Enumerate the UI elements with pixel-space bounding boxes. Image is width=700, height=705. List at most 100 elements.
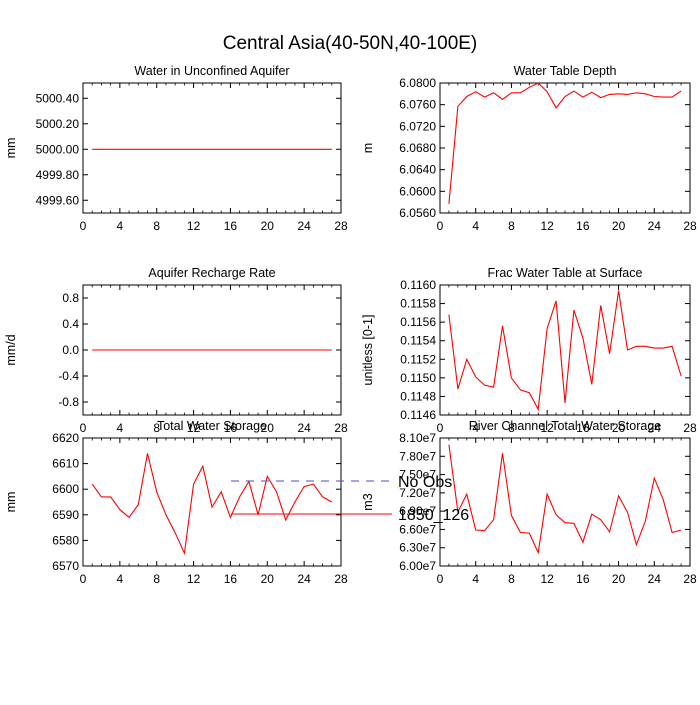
x-tick-label: 12: [540, 219, 554, 233]
y-tick-label: 0.0: [62, 343, 79, 357]
y-axis-label: mm/d: [4, 334, 18, 365]
x-tick-label: 12: [187, 421, 201, 435]
x-tick-label: 0: [80, 421, 87, 435]
x-tick-label: 16: [224, 572, 238, 586]
chart-title: Aquifer Recharge Rate: [148, 266, 275, 280]
x-tick-label: 24: [297, 572, 311, 586]
y-tick-label: 0.1158: [400, 297, 436, 311]
chart-title: Total Water Storage: [157, 419, 267, 433]
y-tick-label: -0.4: [58, 369, 79, 383]
y-tick-label: 0.1152: [400, 352, 436, 366]
x-tick-label: 12: [187, 219, 201, 233]
y-tick-label: 7.50e7: [399, 468, 436, 482]
y-tick-label: 6.0760: [399, 98, 436, 112]
x-tick-label: 8: [153, 421, 160, 435]
y-tick-label: 0.1160: [400, 278, 436, 292]
y-tick-label: 6620: [52, 431, 79, 445]
y-tick-label: 5000.20: [36, 117, 80, 131]
y-tick-label: 6.0600: [399, 184, 436, 198]
x-tick-label: 28: [683, 572, 697, 586]
y-tick-label: 6.0560: [399, 206, 436, 220]
x-tick-label: 20: [612, 219, 626, 233]
plot-frame: [82, 437, 342, 567]
legend: No Obs 1850_126: [231, 474, 469, 524]
y-tick-label: 5000.00: [36, 142, 80, 156]
x-tick-label: 0: [437, 421, 444, 435]
chart-panel-1: Water in Unconfined Aquifer mm 0 4 8 12 16 20 24…: [4, 64, 348, 233]
x-tick-label: 4: [472, 572, 479, 586]
x-tick-label: 24: [648, 421, 662, 435]
x-tick-label: 12: [540, 572, 554, 586]
series-line: [448, 82, 682, 204]
x-tick-label: 12: [187, 572, 201, 586]
y-tick-label: 6.60e7: [399, 522, 436, 536]
y-tick-label: 0.1146: [400, 408, 436, 422]
x-tick-label: 16: [224, 421, 238, 435]
x-tick-label: 8: [508, 219, 515, 233]
chart-panel-6: River Channel Total Water Storage m3 0 4 8 12…: [361, 419, 697, 586]
y-axis-label: mm: [4, 138, 18, 159]
y-tick-label: 8.10e7: [399, 431, 436, 445]
chart-title: Water Table Depth: [514, 64, 617, 78]
plot-frame: [439, 284, 691, 416]
x-tick-label: 4: [472, 421, 479, 435]
x-tick-label: 8: [508, 572, 515, 586]
chart-title: River Channel Total Water Storage: [469, 419, 662, 433]
legend-label: No Obs: [398, 474, 452, 491]
y-tick-label: 6590: [52, 508, 79, 522]
x-tick-label: 4: [117, 421, 124, 435]
x-tick-label: 16: [576, 572, 590, 586]
x-tick-label: 20: [261, 572, 275, 586]
x-tick-label: 0: [80, 572, 87, 586]
x-tick-label: 28: [683, 219, 697, 233]
x-tick-label: 12: [540, 421, 554, 435]
x-tick-label: 24: [297, 421, 311, 435]
series-line: [448, 290, 682, 412]
y-tick-label: 5000.40: [36, 91, 80, 105]
y-tick-label: -0.8: [58, 395, 79, 409]
x-tick-label: 16: [576, 421, 590, 435]
chart-panel-4: Frac Water Table at Surface unitless [0-1…: [361, 266, 697, 435]
x-tick-label: 4: [117, 572, 124, 586]
x-tick-label: 4: [472, 219, 479, 233]
y-tick-label: 0.1148: [400, 389, 436, 403]
y-tick-label: 4999.80: [36, 168, 80, 182]
x-tick-label: 20: [261, 421, 275, 435]
plot-frame: [439, 437, 691, 567]
y-tick-label: 0.4: [62, 317, 79, 331]
y-tick-label: 6600: [52, 482, 79, 496]
x-tick-label: 20: [261, 219, 275, 233]
page-title: Central Asia(40-50N,40-100E): [222, 33, 478, 54]
y-tick-label: 7.20e7: [399, 486, 436, 500]
x-tick-label: 28: [334, 572, 348, 586]
y-tick-label: 0.1154: [400, 334, 436, 348]
y-tick-label: 6.0720: [399, 119, 436, 133]
y-tick-label: 0.8: [62, 291, 79, 305]
chart-title: Water in Unconfined Aquifer: [134, 64, 289, 78]
x-tick-label: 24: [297, 219, 311, 233]
y-tick-label: 4999.60: [36, 193, 80, 207]
y-tick-label: 6.90e7: [399, 504, 436, 518]
x-tick-label: 28: [683, 421, 697, 435]
y-tick-label: 6.0680: [399, 141, 436, 155]
x-tick-label: 8: [153, 219, 160, 233]
y-tick-label: 7.80e7: [399, 449, 436, 463]
series-line: [91, 453, 333, 556]
x-tick-label: 24: [648, 572, 662, 586]
chart-panel-2: Water Table Depth m 0 4 8 12 16 20 24 28 6.0560 6.0…: [361, 64, 697, 233]
y-axis-label: m: [361, 143, 375, 153]
y-tick-label: 6570: [52, 559, 79, 573]
y-tick-label: 6.0800: [399, 76, 436, 90]
y-tick-label: 0.1156: [400, 315, 436, 329]
y-tick-label: 0.1150: [400, 371, 436, 385]
series-line: [448, 444, 682, 555]
y-tick-label: 6610: [52, 457, 79, 471]
x-tick-label: 24: [648, 219, 662, 233]
x-tick-label: 20: [612, 421, 626, 435]
chart-panel-3: Aquifer Recharge Rate mm/d 0 4 8 12 16 20 24 28 -0…: [4, 266, 348, 435]
x-tick-label: 28: [334, 219, 348, 233]
chart-panel-5: Total Water Storage mm 0 4 8 12 16 20 24 28 6570 65…: [4, 419, 348, 586]
x-tick-label: 16: [576, 219, 590, 233]
x-tick-label: 0: [80, 219, 87, 233]
